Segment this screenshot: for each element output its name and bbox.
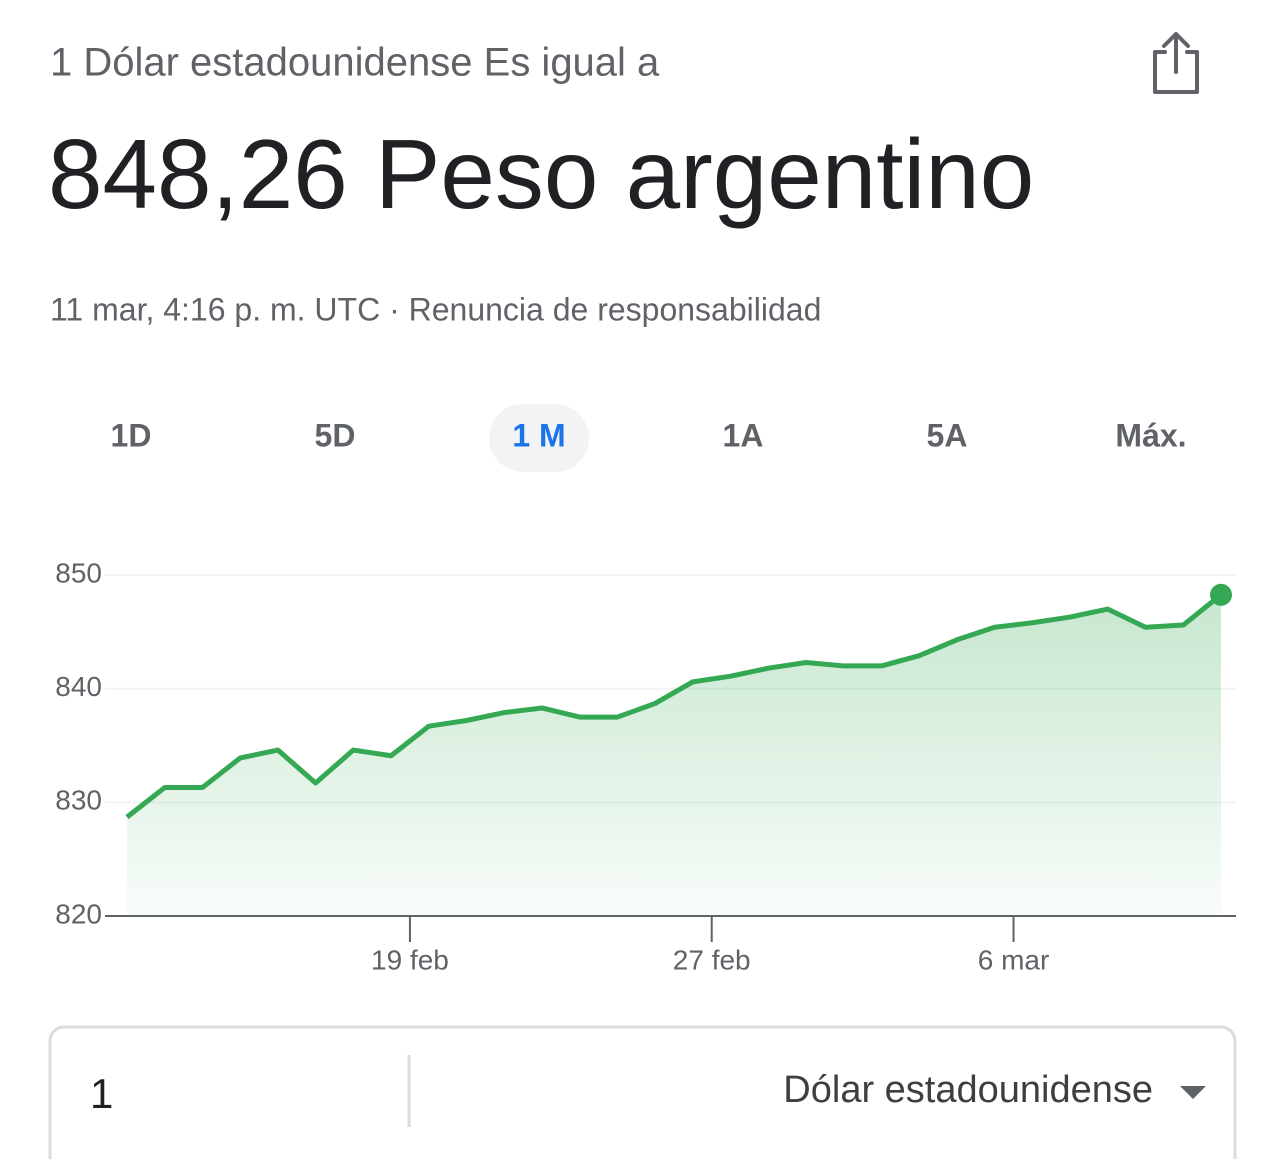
range-tabs: 1D 5D 1 M 1A 5A Máx. [111,404,1187,472]
end-point [1210,583,1232,606]
result: 848,26 Peso argentino [48,119,1034,229]
x-tick-label: 19 feb [371,944,449,975]
share-button[interactable] [1153,32,1199,94]
chart: 820 830 840 850 19 feb 27 feb 6 mar [55,557,1236,975]
share-box [1153,50,1199,94]
amount-input[interactable]: 1 [90,1070,113,1117]
share-arrow [1162,32,1190,74]
currency-select[interactable]: Dólar estadounidense [783,1069,1153,1111]
tab[interactable]: Máx. [1115,417,1186,453]
line [125,592,1223,820]
tab[interactable]: 5A [927,417,968,453]
y-tick-label: 840 [55,671,102,702]
tab-label: 1 M [512,417,565,453]
tab[interactable]: 1 M [489,404,589,472]
y-tick-label: 850 [55,557,102,588]
subtitle: 1 Dólar estadounidense Es igual a [50,41,660,85]
timestamp: 11 mar, 4:16 p. m. UTC · Renuncia de res… [50,291,821,327]
tab[interactable]: 5D [315,417,356,453]
tab-label: 1A [723,417,764,453]
dropdown-arrow[interactable] [1180,1086,1206,1099]
tab[interactable]: 1A [723,417,764,453]
x-tick-label: 27 feb [673,944,751,975]
tab-highlight [489,404,589,472]
tab-label: 5A [927,417,968,453]
tab[interactable]: 1D [111,417,152,453]
area [127,594,1221,916]
converter-box [48,1025,1237,1159]
y-tick-label: 830 [55,785,102,816]
tab-label: Máx. [1115,417,1186,453]
x-tick-label: 6 mar [978,944,1050,975]
y-tick-label: 820 [55,898,102,929]
tab-label: 5D [315,417,356,453]
tab-label: 1D [111,417,152,453]
